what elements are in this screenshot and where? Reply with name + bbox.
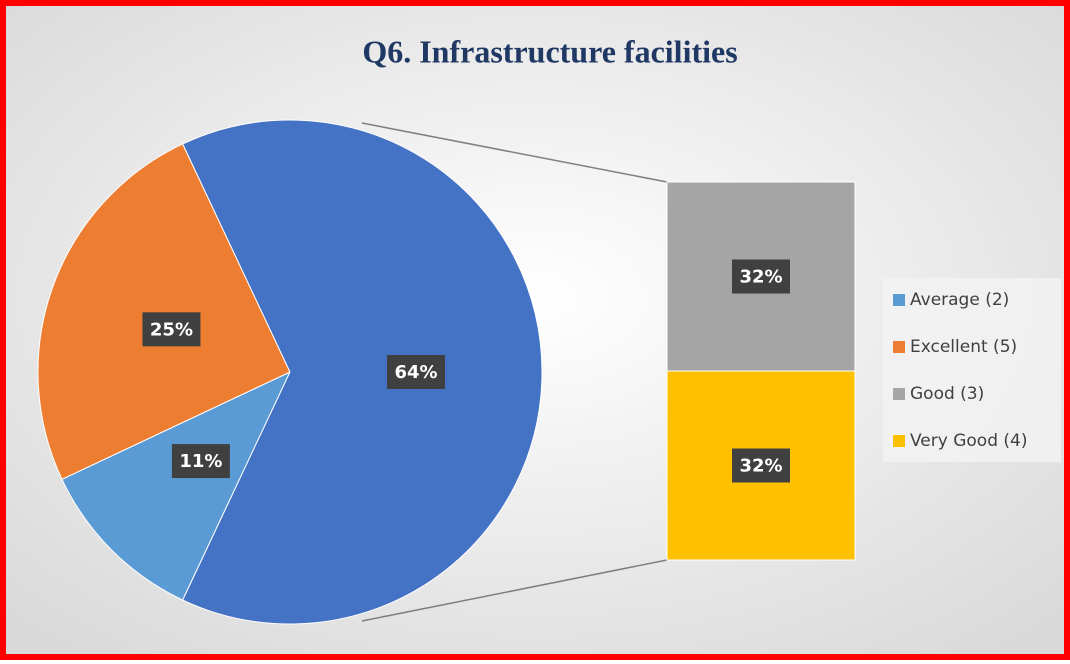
- data-label-box: [732, 448, 790, 483]
- connector: [361, 559, 668, 622]
- legend-label: Good (3): [910, 384, 984, 404]
- data-label: 11%: [179, 451, 222, 472]
- chart-title: Q6. Infrastructure facilities: [362, 33, 737, 69]
- data-label-box: [171, 444, 230, 479]
- legend-swatch: [893, 294, 905, 306]
- legend-box: [883, 278, 1061, 462]
- legend-swatch: [893, 435, 905, 447]
- pie-slice: [37, 143, 291, 480]
- data-label-box: [142, 312, 201, 347]
- data-label: 32%: [739, 456, 782, 477]
- data-label: 25%: [150, 319, 193, 340]
- pie-slice: [61, 370, 292, 601]
- legend-swatch: [893, 388, 905, 400]
- legend-swatch: [893, 341, 905, 353]
- legend-label: Very Good (4): [910, 431, 1027, 451]
- data-label: 64%: [394, 362, 437, 383]
- data-label-box: [387, 355, 445, 389]
- data-label: 32%: [739, 267, 782, 288]
- legend-label: Excellent (5): [910, 337, 1017, 357]
- connector: [361, 122, 668, 183]
- pie-slice: [182, 119, 543, 625]
- data-label-box: [732, 259, 790, 294]
- legend-label: Average (2): [910, 290, 1009, 310]
